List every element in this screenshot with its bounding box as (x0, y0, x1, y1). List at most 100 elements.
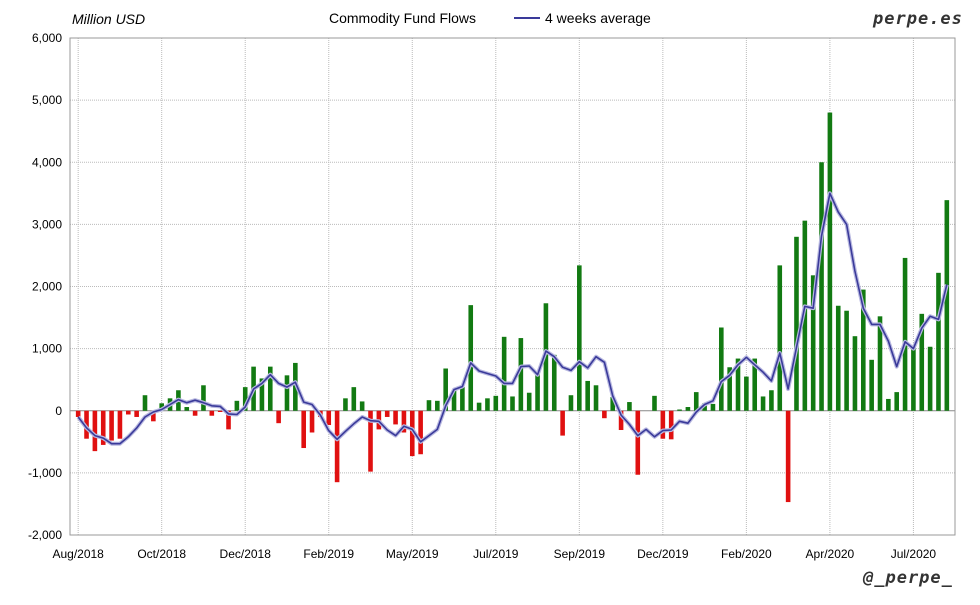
x-tick-label: Oct/2018 (137, 547, 186, 561)
flow-bar (660, 410, 666, 439)
x-tick-label: Dec/2018 (220, 547, 272, 561)
y-tick-label: 3,000 (32, 217, 62, 231)
y-tick-label: 6,000 (32, 31, 62, 45)
flow-bar (276, 410, 281, 424)
x-tick-label: Apr/2020 (806, 547, 855, 561)
flow-bar (518, 338, 524, 411)
flow-bar (309, 410, 315, 433)
flow-bar (75, 410, 81, 417)
flow-bar (217, 410, 223, 412)
y-tick-label: -1,000 (28, 466, 62, 480)
flow-bar (134, 410, 139, 417)
flow-bar (835, 305, 841, 411)
flow-bar (142, 395, 148, 411)
flow-bar (677, 409, 682, 411)
x-tick-label: May/2019 (386, 547, 439, 561)
flow-bar (535, 373, 540, 411)
flow-bar (785, 410, 791, 503)
chart-title: Commodity Fund Flows (329, 10, 476, 26)
flow-bar (192, 410, 198, 416)
flow-bar (869, 359, 874, 411)
flow-bar (443, 368, 448, 411)
flow-bar (384, 410, 390, 417)
flow-bar (652, 395, 657, 411)
flow-bar (719, 327, 724, 411)
flow-bar (551, 354, 557, 411)
flow-bar (727, 367, 732, 411)
flow-bar (301, 410, 306, 449)
flow-bar (401, 410, 407, 433)
flow-bar (117, 410, 123, 439)
y-tick-label: 1,000 (32, 342, 62, 356)
flow-bar (927, 346, 933, 411)
flow-bar (343, 398, 348, 411)
axis-layer: -2,000 -1,000 0 1,000 2,000 3,000 4,000 5,000 6,… (28, 31, 956, 561)
legend-label: 4 weeks average (545, 10, 651, 26)
flow-bar (560, 410, 565, 436)
flow-bar (510, 396, 515, 411)
flow-bar (593, 385, 599, 411)
flow-bar (501, 336, 507, 411)
y-tick-label: 5,000 (32, 93, 62, 107)
flow-bar (693, 392, 699, 411)
flow-bar (201, 385, 206, 411)
y-tick-label: -2,000 (28, 528, 62, 542)
flow-bar (100, 410, 106, 445)
flow-bar (710, 403, 716, 411)
flow-bar (109, 410, 114, 441)
flow-bar (877, 316, 883, 411)
flow-bar (577, 265, 582, 411)
flow-bar (752, 358, 758, 411)
flow-bar (668, 410, 674, 440)
flow-bar (585, 380, 590, 411)
flow-bar (610, 397, 616, 411)
flow-bar (351, 387, 357, 411)
flow-bar (184, 407, 190, 411)
y-unit-label: Million USD (72, 11, 145, 27)
flow-bar (936, 272, 941, 411)
flow-bar (259, 378, 265, 411)
flow-bar (769, 390, 774, 411)
flow-bar (911, 345, 916, 411)
flow-bar (485, 398, 490, 411)
flow-bar (368, 410, 373, 472)
flow-bar (777, 265, 783, 411)
flow-bar (267, 366, 273, 411)
flow-bar (326, 410, 332, 426)
flow-bar (226, 410, 231, 430)
flow-bar (861, 289, 866, 411)
flow-bar (526, 392, 532, 411)
flow-bar (284, 375, 290, 411)
flow-bar (426, 400, 432, 411)
x-tick-label: Jul/2020 (891, 547, 937, 561)
flow-bar (334, 410, 340, 483)
flow-bar (794, 236, 799, 411)
flow-bar (635, 410, 641, 475)
y-tick-label: 4,000 (32, 155, 62, 169)
average-line (77, 192, 948, 445)
x-tick-label: Jul/2019 (473, 547, 519, 561)
y-tick-label: 0 (55, 404, 62, 418)
flow-bar (418, 410, 423, 455)
flow-bar (125, 410, 131, 415)
brand-watermark: perpe.es (872, 9, 963, 29)
flow-bar (919, 313, 925, 411)
flow-bar (451, 390, 457, 411)
flow-bar (159, 403, 164, 411)
y-tick-label: 2,000 (32, 280, 62, 294)
flow-bar (92, 410, 98, 452)
average-line-layer (76, 191, 949, 446)
flow-bar (460, 387, 465, 411)
x-tick-label: Feb/2019 (303, 547, 354, 561)
x-tick-label: Sep/2019 (554, 547, 606, 561)
flow-bar (242, 387, 248, 411)
flow-bar (435, 400, 440, 411)
x-tick-label: Dec/2019 (637, 547, 689, 561)
flow-bar (234, 400, 240, 411)
flow-bar (810, 275, 816, 411)
handle-watermark: @_perpe_ (862, 568, 953, 588)
x-tick-label: Aug/2018 (52, 547, 104, 561)
flow-bar (393, 410, 398, 425)
flow-bar (627, 402, 632, 411)
